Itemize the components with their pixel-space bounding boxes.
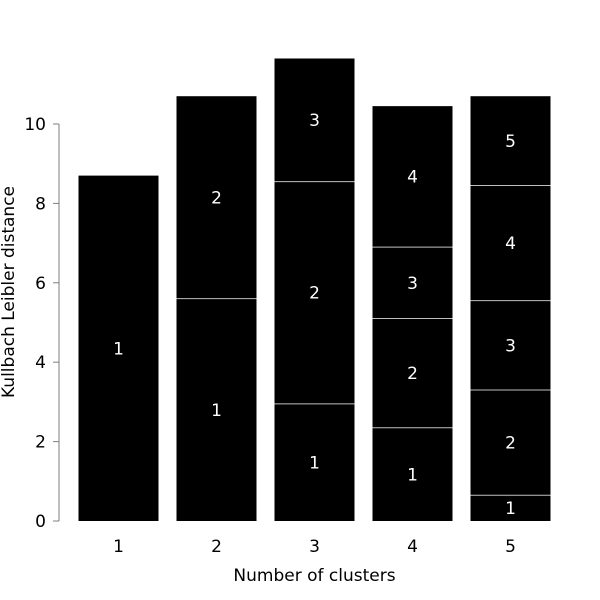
y-tick-label: 10: [24, 115, 46, 135]
segment-label: 3: [407, 274, 418, 294]
segment-label: 1: [505, 499, 516, 519]
y-tick-label: 0: [35, 512, 46, 532]
x-axis-title: Number of clusters: [233, 566, 395, 586]
bar-segment: [470, 96, 551, 186]
bar-stack-2: 12: [176, 96, 257, 521]
bar-segment: [470, 185, 551, 301]
segment-label: 3: [309, 111, 320, 131]
segment-label: 2: [407, 364, 418, 384]
segment-label: 2: [211, 188, 222, 208]
y-tick-label: 8: [35, 194, 46, 214]
segment-label: 4: [407, 168, 418, 188]
bar-segment: [176, 96, 257, 299]
bar-segment: [470, 495, 551, 521]
bar-segment: [274, 181, 355, 404]
bar-stack-5: 1 2 3 4 5: [470, 96, 551, 521]
y-tick-label: 6: [35, 274, 46, 294]
x-tick-label: 3: [309, 537, 320, 557]
segment-label: 2: [309, 284, 320, 304]
y-axis-title: Kullbach Leibler distance: [0, 186, 19, 398]
y-tick-label: 2: [35, 433, 46, 453]
bar-segment: [372, 106, 453, 248]
bar-segment: [372, 318, 453, 428]
segment-label: 1: [113, 339, 124, 359]
segment-label: 2: [505, 434, 516, 454]
y-tick-label: 4: [35, 353, 46, 373]
x-tick-label: 4: [407, 537, 418, 557]
x-tick-label: 2: [211, 537, 222, 557]
segment-label: 3: [505, 336, 516, 356]
bar-segment: [176, 298, 257, 521]
x-axis: 1 2 3 4 5: [113, 537, 516, 557]
bar-stack-4: 1 2 3 4: [372, 106, 453, 521]
bar-segment: [78, 175, 159, 522]
segment-label: 4: [505, 234, 516, 254]
bar-segment: [274, 403, 355, 521]
bar-segment: [274, 58, 355, 182]
segment-label: 1: [309, 453, 320, 473]
x-tick-label: 1: [113, 537, 124, 557]
bar-segment: [372, 427, 453, 521]
bar-stack-1: 1: [78, 175, 159, 522]
segment-label: 1: [211, 401, 222, 421]
y-axis: 0 2 4 6 8 10: [24, 115, 60, 532]
bar-segment: [470, 389, 551, 496]
bar-segment: [372, 247, 453, 319]
bar-stack-3: 1 2 3: [274, 58, 355, 521]
segment-label: 1: [407, 465, 418, 485]
bar-segment: [470, 300, 551, 390]
x-tick-label: 5: [505, 537, 516, 557]
segment-label: 5: [505, 132, 516, 152]
